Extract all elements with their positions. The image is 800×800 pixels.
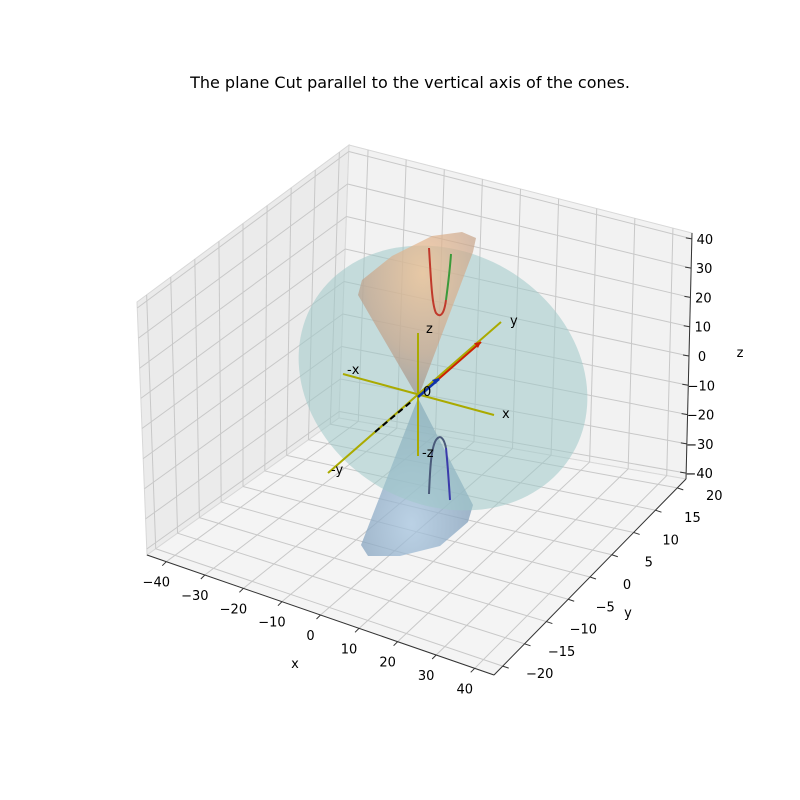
z-gridline-left: [138, 183, 348, 339]
y-tick: [611, 554, 618, 558]
vector-blue-head: [432, 378, 439, 384]
y-gridline: [199, 517, 547, 623]
y-tick: [677, 487, 684, 491]
x-tick: [239, 587, 244, 593]
z-axis-line: [685, 232, 693, 480]
z-tick: [680, 471, 687, 474]
z-tick-label: −30: [686, 438, 713, 453]
hyperbola-upper-green: [445, 253, 452, 301]
y-tick-label: −15: [548, 645, 575, 660]
ref-label-z: z: [426, 322, 433, 337]
ref-label-x: x: [502, 407, 510, 422]
z-tick-label: −20: [687, 409, 714, 424]
x-tick: [277, 601, 283, 607]
z-gridline-left: [140, 248, 346, 399]
z-tick-label: 20: [695, 291, 712, 306]
z-tick: [680, 442, 687, 445]
x-tick: [393, 641, 398, 647]
ref-label-neg-y: -y: [331, 463, 343, 478]
hyperbola-lower-grey: [428, 436, 447, 495]
z-tick: [684, 295, 691, 298]
z-tick: [685, 266, 692, 269]
z-tick-label: −10: [688, 379, 715, 394]
y-tick: [568, 598, 575, 602]
z-tick: [682, 383, 689, 386]
y-tick-label: −10: [570, 623, 597, 638]
x-tick-label: 0: [306, 629, 314, 644]
z-gridline: [348, 151, 692, 240]
y-tick-label: 10: [662, 533, 679, 548]
y-tick-label: −20: [526, 667, 553, 682]
y-tick-label: 5: [645, 556, 653, 571]
x-tick-label: −40: [143, 576, 170, 591]
ref-axis-dashed: [374, 400, 413, 433]
x-tick-label: 30: [418, 669, 435, 684]
y-axis-label: y: [624, 606, 632, 621]
y-tick-label: 15: [684, 511, 701, 526]
y-tick-label: −5: [596, 600, 615, 615]
ref-label-y: y: [510, 314, 518, 329]
x-tick-label: 10: [341, 642, 358, 657]
y-gridline: [155, 548, 503, 667]
tick-marks: [146, 232, 693, 676]
x-tick: [200, 574, 206, 580]
y-tick-label: 0: [623, 578, 631, 593]
z-tick: [682, 354, 690, 357]
x-tick-label: −10: [258, 616, 285, 631]
x-tick: [316, 614, 321, 620]
ref-label-neg-x: -x: [347, 363, 360, 378]
y-tick: [655, 509, 662, 513]
z-tick: [685, 237, 692, 240]
x-tick-label: −20: [220, 602, 247, 617]
z-tick-label: 0: [698, 350, 706, 365]
x-tick-label: −30: [181, 589, 208, 604]
z-tick: [681, 413, 688, 416]
z-tick-label: 40: [697, 233, 714, 248]
surfaces: [298, 232, 588, 556]
reference-labels: y z -x 0 x -z -y: [331, 314, 518, 478]
intersection-curves: [428, 247, 452, 501]
x-tick: [470, 667, 476, 673]
z-gridline-left: [141, 281, 345, 429]
y-tick-label: 20: [706, 489, 723, 504]
reference-axes: [327, 321, 502, 474]
z-gridline-left: [136, 151, 350, 309]
z-gridline-left: [139, 216, 347, 369]
x-tick: [161, 561, 167, 567]
y-tick: [589, 576, 597, 580]
hyperbola-upper-red: [428, 247, 447, 317]
y-tick: [502, 665, 509, 669]
cone-upper-surface: [358, 232, 476, 398]
y-tick: [546, 621, 553, 625]
x-tick-label: 40: [456, 682, 473, 697]
z-tick-label: 30: [696, 262, 713, 277]
tick-labels: −40−30−20−10010203040−20−15−10−505101520…: [143, 233, 723, 697]
hyperbola-lower-blue: [445, 447, 451, 501]
chart-title: The plane Cut parallel to the vertical a…: [189, 73, 630, 92]
ref-axis-y: [327, 321, 502, 474]
z-axis-label: z: [737, 346, 744, 361]
x-tick: [431, 654, 437, 660]
x-tick-label: 20: [379, 656, 396, 671]
z-tick: [683, 325, 690, 328]
z-tick-label: −40: [685, 467, 712, 482]
z-gridline: [347, 183, 692, 269]
ref-label-origin: 0: [423, 385, 431, 400]
y-tick: [524, 643, 531, 647]
ref-label-neg-z: -z: [422, 446, 434, 461]
y-tick: [633, 531, 640, 535]
z-tick-label: 10: [694, 321, 711, 336]
z-gridline: [346, 216, 691, 298]
x-axis-label: x: [291, 657, 299, 672]
x-tick: [354, 627, 360, 633]
x-axis-line: [146, 554, 495, 676]
y-axis-line: [493, 478, 687, 676]
z-gridline-left: [146, 411, 340, 550]
vector-red-head: [474, 342, 481, 348]
y-gridline: [177, 532, 525, 645]
